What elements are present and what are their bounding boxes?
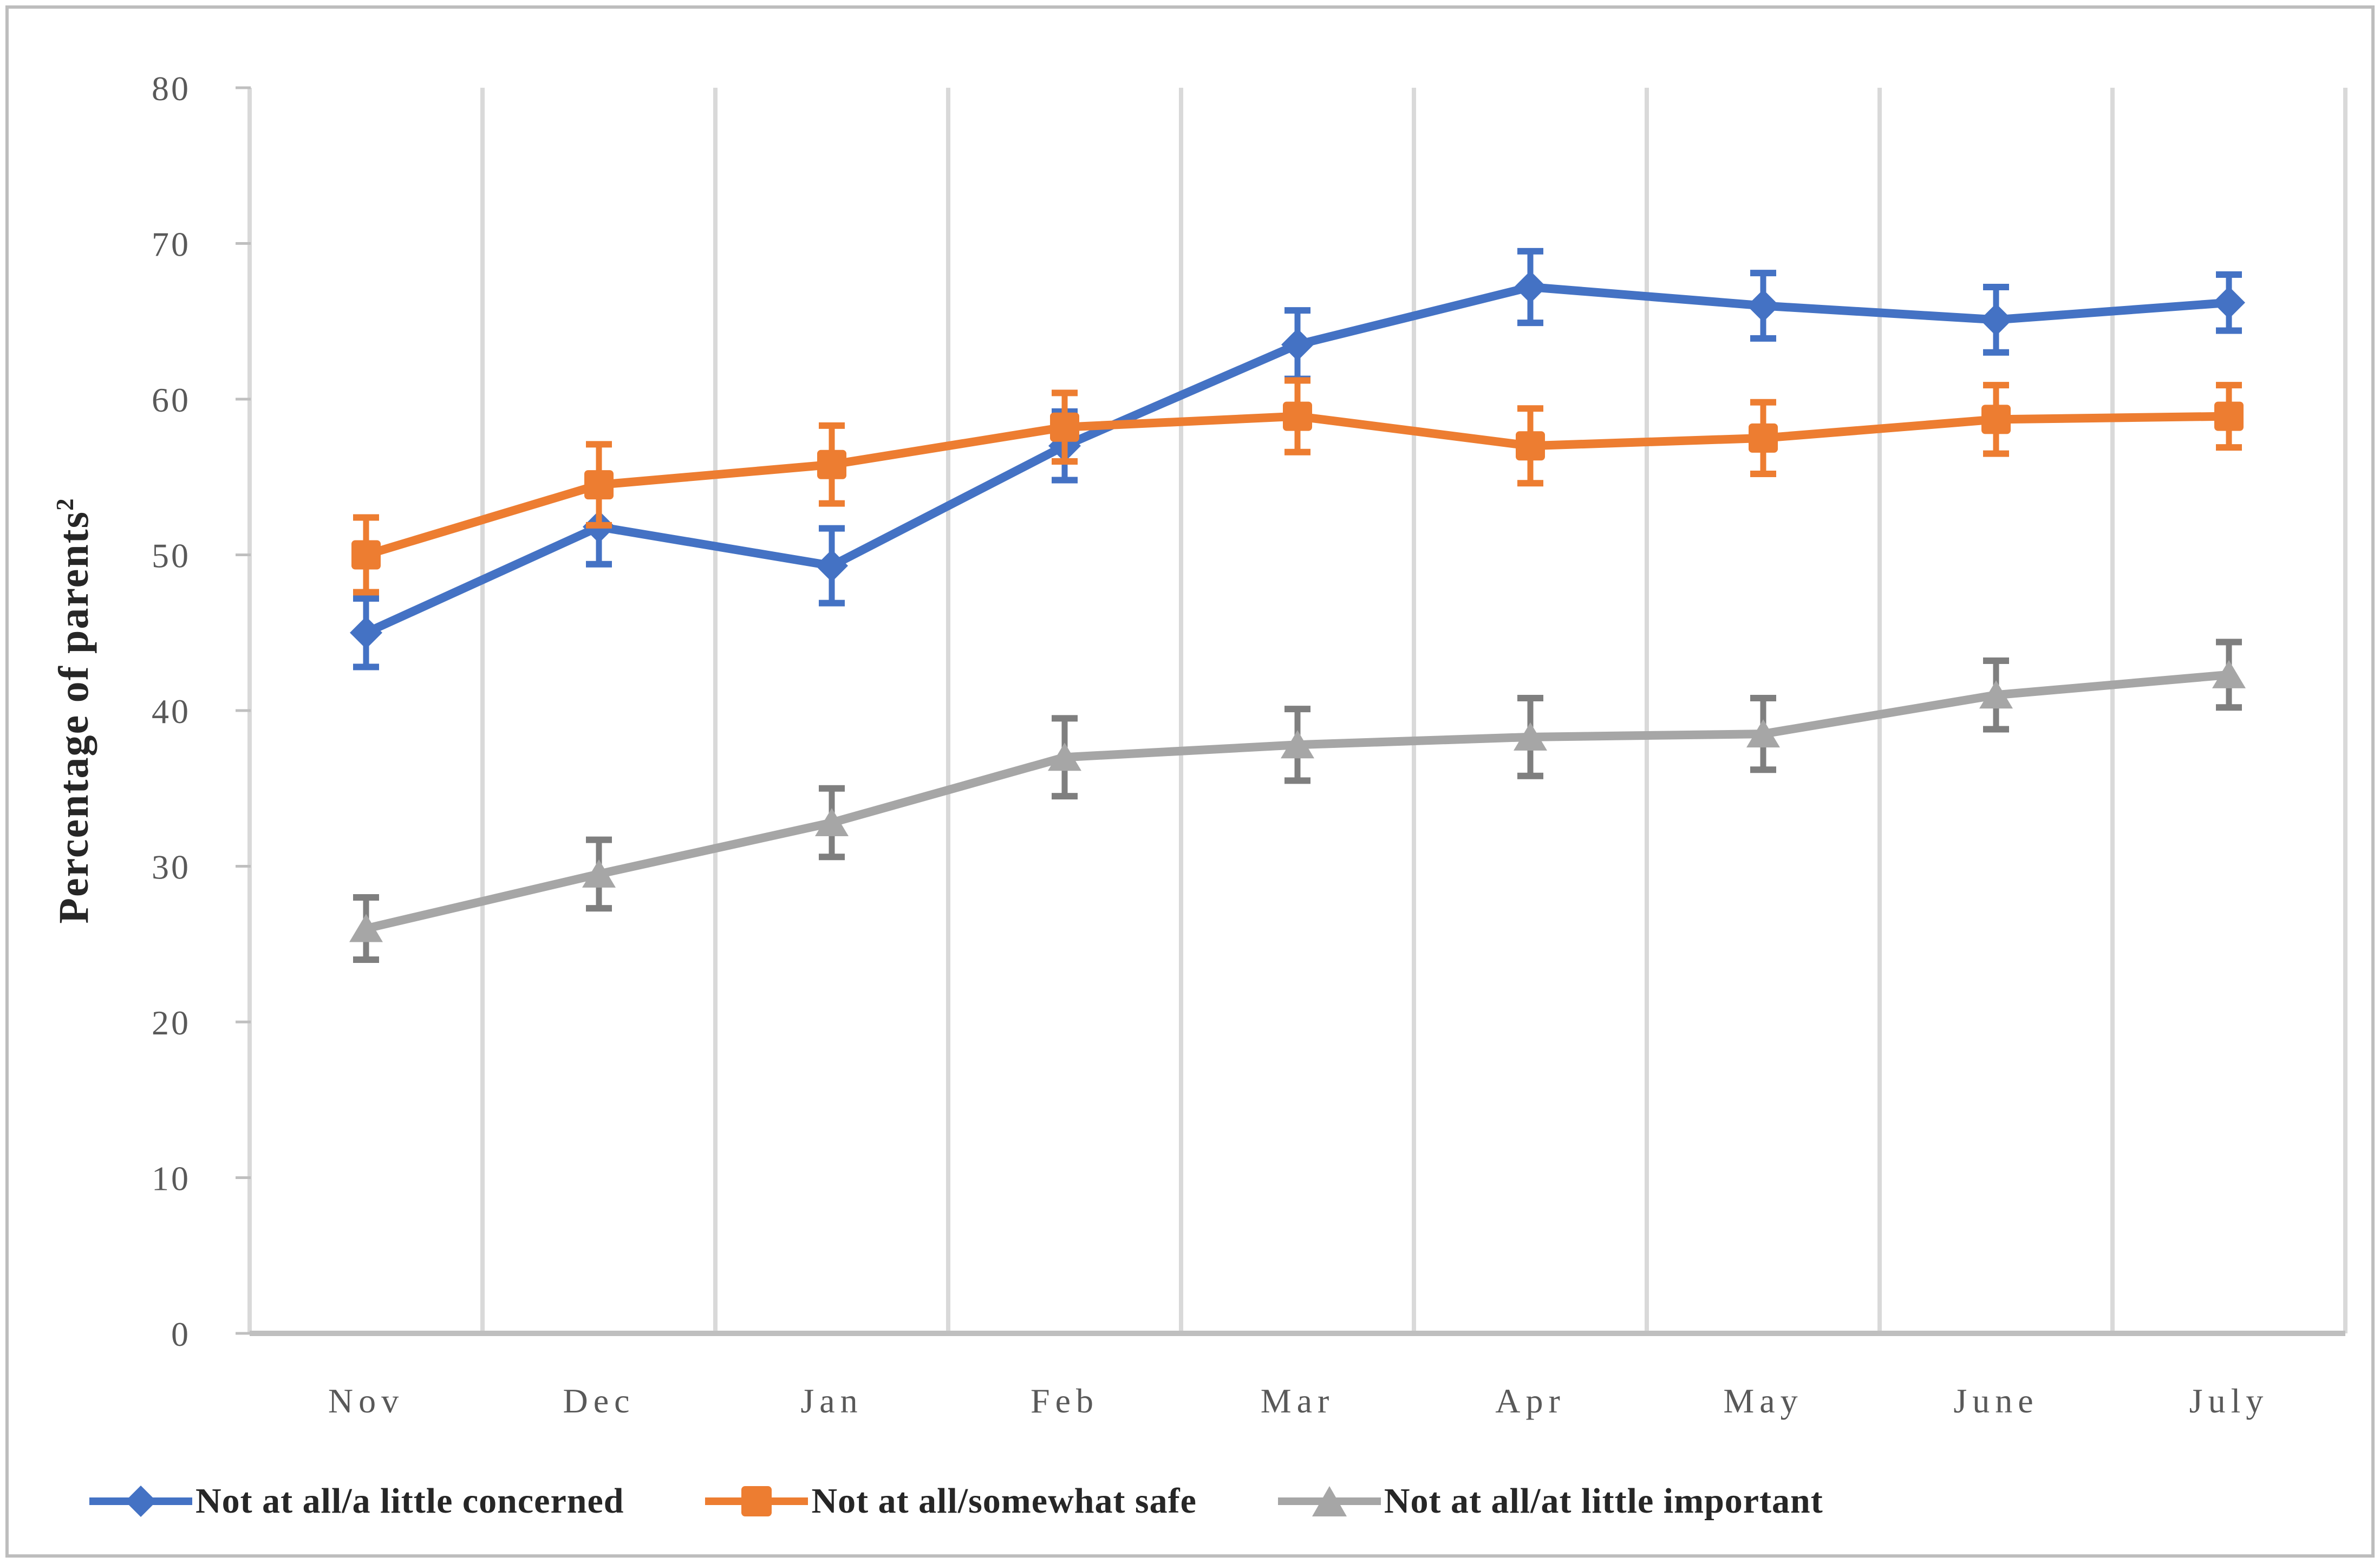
y-tick-label: 40 — [152, 692, 191, 731]
y-axis-title: Percentage of parents2 — [49, 0, 98, 1492]
legend-triangle-shape — [1312, 1486, 1347, 1516]
x-tick-label: Dec — [563, 1382, 635, 1420]
data-point-triangle — [1281, 730, 1314, 759]
data-point-triangle — [582, 859, 616, 888]
legend-label-important: Not at all/at little important — [1384, 1481, 1823, 1521]
data-point-diamond — [816, 549, 848, 582]
x-tick-label: Mar — [1261, 1382, 1335, 1420]
data-point-square — [351, 540, 381, 570]
data-point-triangle — [1746, 719, 1780, 748]
y-tick-label: 70 — [152, 225, 191, 264]
data-point-square — [1981, 405, 2011, 434]
data-point-triangle — [1048, 743, 1081, 771]
square-marker-icon — [705, 1486, 808, 1516]
y-tick-label: 30 — [152, 848, 191, 887]
y-tick-label: 60 — [152, 381, 191, 419]
y-tick-label: 20 — [152, 1004, 191, 1042]
legend-square-shape — [741, 1486, 772, 1516]
data-point-triangle — [2212, 660, 2246, 688]
legend-item-concerned: Not at all/a little concerned — [89, 1481, 624, 1522]
series-diamond — [350, 248, 2245, 670]
legend-diamond-shape — [125, 1486, 157, 1517]
data-point-diamond — [1514, 271, 1547, 303]
x-tick-label: Feb — [1031, 1382, 1099, 1420]
diamond-marker-icon — [89, 1486, 192, 1517]
data-point-diamond — [1281, 328, 1314, 361]
series-triangle — [349, 639, 2246, 963]
data-point-diamond — [1980, 303, 2012, 336]
x-axis: Nov Dec Jan Feb Mar Apr May June July — [328, 1382, 2269, 1420]
data-point-square — [1749, 423, 1778, 453]
x-tick-label: July — [2189, 1382, 2269, 1420]
x-tick-label: May — [1723, 1382, 1803, 1420]
legend-item-important: Not at all/at little important — [1277, 1481, 1823, 1522]
data-point-square — [1050, 412, 1079, 442]
data-point-triangle — [815, 808, 849, 836]
y-tick-label: 10 — [152, 1160, 191, 1198]
gridlines — [247, 88, 2348, 1333]
legend-item-safe: Not at all/somewhat safe — [705, 1481, 1196, 1522]
data-point-square — [584, 470, 614, 500]
y-tick-label: 50 — [152, 537, 191, 575]
data-point-square — [817, 450, 846, 479]
triangle-marker-icon — [1277, 1486, 1381, 1516]
legend-label-safe: Not at all/somewhat safe — [811, 1481, 1197, 1521]
data-point-diamond — [1747, 289, 1779, 322]
y-axis-title-superscript: 2 — [51, 497, 79, 511]
y-tick-label: 80 — [152, 69, 191, 108]
data-point-triangle — [349, 914, 383, 942]
data-point-diamond — [350, 616, 382, 649]
x-tick-label: June — [1953, 1382, 2038, 1420]
y-axis: 0 10 20 30 40 50 60 70 80 — [152, 69, 251, 1353]
x-tick-label: Apr — [1495, 1382, 1566, 1420]
data-point-triangle — [1979, 680, 2013, 709]
y-axis-title-text: Percentage of parents — [50, 511, 97, 924]
legend: Not at all/a little concerned Not at all… — [89, 1469, 1823, 1534]
series-square — [351, 377, 2244, 596]
data-point-square — [1283, 401, 1312, 431]
data-point-triangle — [1514, 722, 1547, 751]
x-tick-label: Jan — [800, 1382, 863, 1420]
y-tick-label: 0 — [171, 1315, 191, 1353]
data-point-diamond — [2213, 286, 2245, 319]
data-point-square — [1516, 431, 1545, 461]
legend-label-concerned: Not at all/a little concerned — [195, 1481, 624, 1521]
data-point-square — [2214, 401, 2244, 431]
x-tick-label: Nov — [328, 1382, 404, 1420]
